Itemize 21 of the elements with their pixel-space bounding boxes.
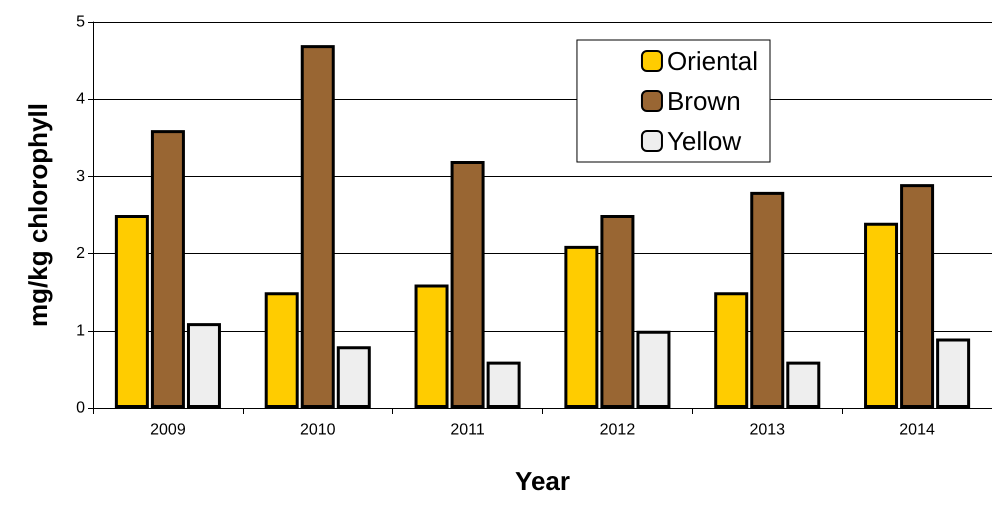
x-tick-label: 2013 bbox=[749, 422, 786, 438]
legend-label: Oriental bbox=[666, 46, 758, 76]
x-tick-label: 2012 bbox=[600, 422, 636, 438]
legend-label: Brown bbox=[666, 86, 741, 116]
bar bbox=[336, 346, 371, 408]
y-tick-label: 5 bbox=[76, 14, 86, 30]
bar bbox=[486, 362, 521, 408]
y-tick-label: 0 bbox=[76, 400, 86, 416]
y-tick-label: 4 bbox=[76, 90, 86, 108]
y-tick-label: 1 bbox=[76, 322, 86, 340]
bar bbox=[786, 362, 820, 408]
x-tick-label: 2011 bbox=[450, 422, 485, 438]
x-tick-label: 2009 bbox=[150, 422, 186, 438]
legend-label: Yellow bbox=[666, 126, 742, 156]
y-tick-label: 2 bbox=[76, 245, 86, 262]
bar bbox=[936, 338, 970, 408]
y-axis-title: mg/kg chlorophyll bbox=[23, 103, 53, 327]
x-tick-label: 2014 bbox=[899, 422, 935, 438]
x-tick-label: 2010 bbox=[300, 422, 336, 438]
y-tick-label: 3 bbox=[76, 168, 86, 185]
x-axis-title: Year bbox=[515, 466, 570, 496]
